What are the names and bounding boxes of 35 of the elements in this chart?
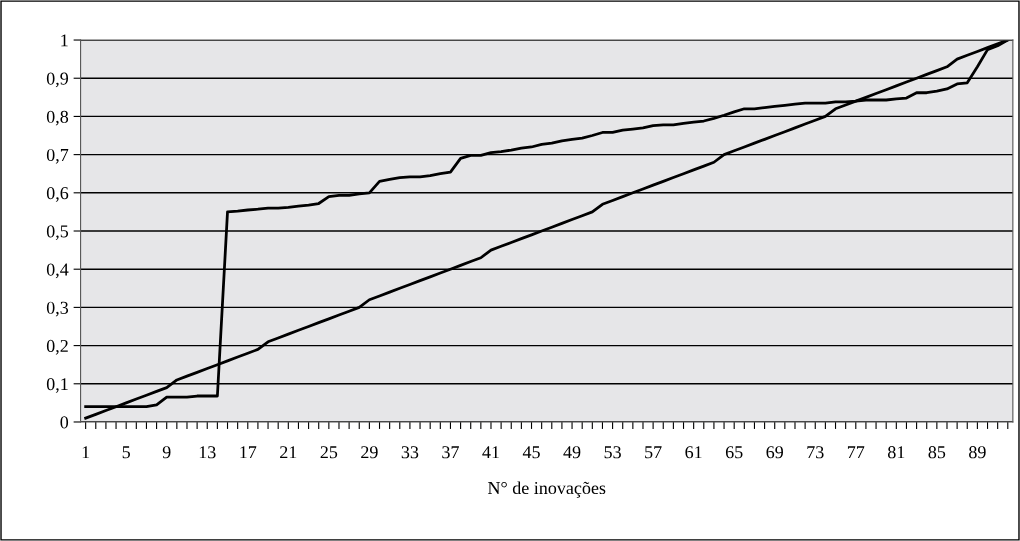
y-tick-label: 0,7 bbox=[46, 148, 69, 164]
x-tick-label: 29 bbox=[361, 446, 378, 459]
x-tick-label: 73 bbox=[807, 446, 824, 459]
y-tick-label: 0,8 bbox=[46, 110, 69, 126]
x-tick-label: 13 bbox=[199, 446, 216, 459]
x-tick-label: 21 bbox=[280, 446, 297, 459]
x-tick-label: 1 bbox=[82, 446, 90, 459]
x-tick-label: 37 bbox=[442, 446, 459, 459]
y-tick-label: 1 bbox=[61, 34, 68, 47]
y-tick-label: 0 bbox=[60, 416, 69, 429]
x-tick-label: 85 bbox=[928, 446, 946, 459]
x-tick-label: 25 bbox=[320, 446, 338, 459]
y-tick-label: 0,4 bbox=[46, 263, 69, 279]
x-tick-label: 45 bbox=[522, 446, 540, 459]
x-tick-label: 65 bbox=[725, 446, 743, 459]
y-tick-label: 0,3 bbox=[46, 301, 69, 317]
y-tick-label: 0,2 bbox=[46, 339, 68, 355]
x-tick-label: 49 bbox=[563, 446, 581, 459]
x-tick-label: 33 bbox=[401, 446, 419, 459]
y-tick-label: 0,5 bbox=[46, 225, 69, 241]
x-tick-label: 61 bbox=[685, 446, 702, 459]
x-tick-label: 57 bbox=[645, 446, 662, 459]
y-tick-label: 0,6 bbox=[46, 187, 69, 202]
y-tick-label: 0,9 bbox=[46, 72, 69, 88]
x-tick-label: 81 bbox=[887, 446, 905, 459]
x-tick-label: 53 bbox=[604, 446, 621, 459]
x-tick-label: 77 bbox=[847, 446, 865, 459]
x-tick-label: 69 bbox=[766, 446, 784, 459]
x-tick-label: 89 bbox=[969, 446, 986, 459]
x-tick-label: 17 bbox=[240, 446, 257, 459]
x-tick-label: 9 bbox=[162, 446, 171, 459]
y-tick-label: 0,1 bbox=[46, 378, 68, 393]
x-axis-title: N° de inovações bbox=[487, 481, 606, 498]
x-tick-label: 5 bbox=[122, 446, 130, 459]
x-tick-label: 41 bbox=[482, 446, 499, 459]
